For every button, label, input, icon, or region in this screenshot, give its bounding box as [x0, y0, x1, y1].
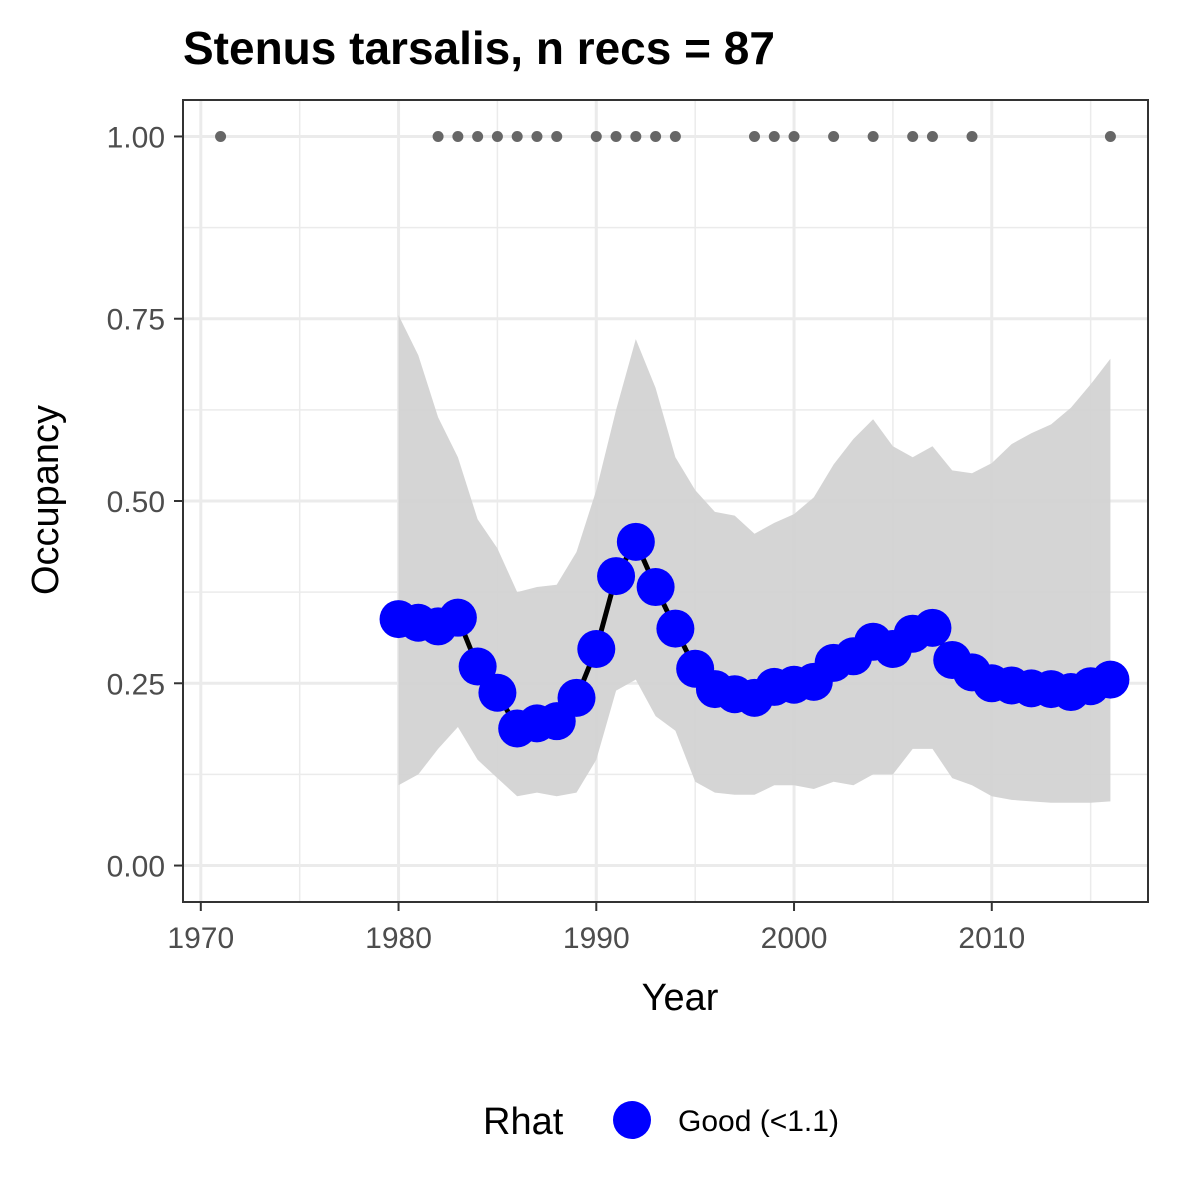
record-dot — [828, 130, 840, 142]
occupancy-point — [557, 678, 596, 717]
chart-title: Stenus tarsalis, n recs = 87 — [183, 22, 775, 74]
record-dot — [1104, 130, 1116, 142]
x-axis-title: Year — [642, 977, 719, 1019]
x-tick-label: 1970 — [167, 922, 234, 955]
record-dot — [551, 130, 563, 142]
record-dot — [788, 130, 800, 142]
x-tick-label: 2010 — [958, 922, 1025, 955]
occupancy-point — [577, 630, 616, 669]
occupancy-point — [913, 608, 952, 647]
record-dot — [768, 130, 780, 142]
record-dot — [432, 130, 444, 142]
record-dot — [452, 130, 464, 142]
legend-key-good — [613, 1101, 651, 1139]
y-tick-label: 1.00 — [107, 121, 165, 154]
occupancy-point — [478, 673, 517, 712]
record-dot — [669, 130, 681, 142]
y-axis: 0.00 0.25 0.50 0.75 1.00 — [107, 121, 183, 884]
x-tick-label: 1980 — [365, 922, 432, 955]
record-dot — [650, 130, 662, 142]
record-dot — [531, 130, 543, 142]
record-dot — [966, 130, 978, 142]
occupancy-point — [616, 522, 655, 561]
y-axis-title: Occupancy — [25, 405, 67, 595]
record-dot — [748, 130, 760, 142]
record-dot — [491, 130, 503, 142]
occupancy-point — [656, 609, 695, 648]
occupancy-point — [458, 647, 497, 686]
y-tick-label: 0.50 — [107, 486, 165, 519]
x-axis: 1970 1980 1990 2000 2010 — [167, 902, 1025, 955]
legend-title: Rhat — [483, 1101, 564, 1143]
record-dot — [511, 130, 523, 142]
record-dot — [472, 130, 484, 142]
records-layer — [215, 130, 1116, 142]
legend: Rhat Good (<1.1) — [483, 1101, 839, 1143]
x-tick-label: 2000 — [761, 922, 828, 955]
occupancy-point — [438, 598, 477, 637]
record-dot — [590, 130, 602, 142]
record-dot — [867, 130, 879, 142]
occupancy-point — [1091, 660, 1130, 699]
x-tick-label: 1990 — [563, 922, 630, 955]
points-layer — [379, 522, 1130, 748]
record-dot — [907, 130, 919, 142]
y-tick-label: 0.00 — [107, 851, 165, 884]
record-dot — [630, 130, 642, 142]
occupancy-point — [636, 568, 675, 607]
occupancy-point — [597, 557, 636, 596]
y-tick-label: 0.25 — [107, 668, 165, 701]
record-dot — [610, 130, 622, 142]
record-dot — [215, 130, 227, 142]
legend-label-good: Good (<1.1) — [678, 1105, 839, 1138]
y-tick-label: 0.75 — [107, 304, 165, 337]
record-dot — [926, 130, 938, 142]
plot-area — [182, 99, 1149, 903]
